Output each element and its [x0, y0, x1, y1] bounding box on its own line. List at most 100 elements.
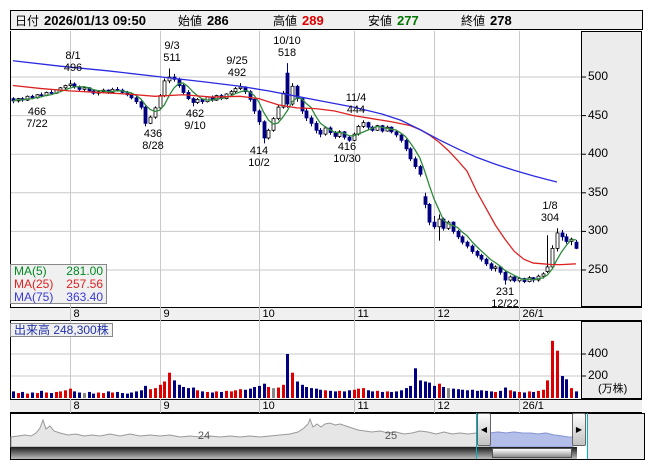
volume-bar — [400, 390, 403, 398]
volume-bar — [211, 392, 214, 398]
volume-bar — [561, 376, 564, 398]
volume-bar — [551, 340, 554, 398]
x-axis-band-bottom — [10, 399, 642, 413]
volume-bar — [324, 390, 327, 398]
candle-body — [333, 132, 338, 137]
candle-body — [545, 266, 550, 272]
volume-bar — [73, 391, 76, 398]
volume-bar — [244, 389, 247, 398]
candle-body — [456, 230, 461, 238]
ma5-label: MA(5) — [14, 264, 47, 278]
volume-bar — [31, 392, 34, 398]
volume-bar — [499, 390, 502, 398]
volume-bar — [196, 390, 199, 398]
candle-body — [49, 92, 54, 94]
ma-legend: MA(5) 281.00 MA(25) 257.56 MA(75) 363.40 — [10, 264, 107, 304]
volume-bar — [419, 380, 422, 398]
volume-bar — [305, 387, 308, 398]
volume-bar — [476, 390, 479, 398]
volume-bar — [168, 372, 171, 398]
ma75-value: 363.40 — [66, 290, 103, 304]
close-value: 278 — [490, 12, 512, 28]
window-left-marker[interactable] — [476, 413, 477, 459]
scrollbar-track[interactable] — [11, 447, 577, 459]
candle-body — [266, 129, 271, 139]
candle-body — [550, 247, 555, 268]
ma5-row: MA(5) 281.00 — [11, 265, 106, 278]
candle-body — [404, 139, 409, 150]
candle-body — [470, 245, 475, 252]
volume-bar — [253, 387, 256, 398]
candle-body — [408, 148, 413, 160]
volume-bar — [116, 391, 119, 398]
navigator-filler-panel — [587, 414, 644, 459]
volume-bar — [494, 391, 497, 398]
candle-body — [252, 98, 257, 112]
volume-bar — [215, 391, 218, 398]
volume-bar — [36, 393, 39, 398]
candle-body — [560, 232, 565, 238]
date-label: 日付 — [15, 13, 40, 28]
open-value: 286 — [207, 12, 229, 28]
candle-body — [475, 251, 480, 256]
candle-body — [361, 122, 366, 127]
volume-bar — [575, 391, 578, 398]
volume-bar — [343, 391, 346, 398]
candle-body — [25, 95, 30, 101]
navigator-selected-window — [489, 431, 574, 448]
candle-body — [380, 125, 385, 132]
volume-bar — [518, 391, 521, 398]
candle-body — [375, 125, 380, 131]
candle-body — [134, 97, 139, 103]
volume-bar — [163, 381, 166, 398]
volume-bar — [69, 388, 72, 398]
volume-bar — [50, 393, 53, 398]
quote-header: 日付 2026/01/13 09:50 始値 286 高値 289 安値 277 終値 2… — [10, 10, 643, 30]
candle-body — [68, 83, 73, 86]
volume-axis-panel — [581, 321, 642, 399]
candle-body — [427, 203, 432, 223]
candle-body — [493, 266, 498, 269]
candle-body — [191, 98, 196, 103]
candle-body — [366, 122, 371, 128]
volume-bar — [509, 390, 512, 398]
candle-body — [139, 101, 144, 108]
volume-bar — [17, 393, 20, 398]
candle-body — [314, 122, 319, 131]
volume-bar — [277, 387, 280, 398]
scroll-right-button[interactable]: ▶ — [572, 413, 586, 446]
volume-bar — [357, 388, 360, 398]
scrollbar-thumb[interactable] — [492, 448, 572, 458]
candle-body — [432, 221, 437, 228]
ma5-line — [12, 82, 576, 281]
candle-body — [129, 94, 134, 99]
volume-bar — [154, 388, 157, 398]
window-right-marker[interactable] — [587, 413, 588, 459]
low-value: 277 — [397, 12, 419, 28]
volume-bar — [296, 381, 299, 398]
candle-body — [541, 273, 546, 277]
quote-open: 始値 286 — [178, 12, 229, 28]
volume-bar — [239, 389, 242, 398]
ma25-value: 257.56 — [66, 277, 103, 291]
candle-body — [162, 80, 167, 96]
candle-body — [413, 158, 418, 167]
candle-body — [318, 129, 323, 135]
volume-bar — [173, 380, 176, 398]
right-arrow-icon: ▶ — [575, 425, 583, 434]
volume-bar — [201, 391, 204, 398]
candle-body — [262, 121, 267, 139]
volume-bar — [21, 391, 24, 398]
high-label: 高値 — [273, 13, 298, 28]
volume-bar — [409, 385, 412, 398]
candle-body — [167, 76, 172, 82]
candle-body — [257, 110, 262, 123]
volume-bar — [447, 388, 450, 398]
volume-bar — [234, 390, 237, 398]
x-axis-band-top — [10, 307, 642, 321]
candle-body — [337, 131, 342, 137]
candle-body — [465, 241, 470, 247]
scroll-left-button[interactable]: ◀ — [477, 413, 491, 446]
volume-bar — [466, 390, 469, 398]
